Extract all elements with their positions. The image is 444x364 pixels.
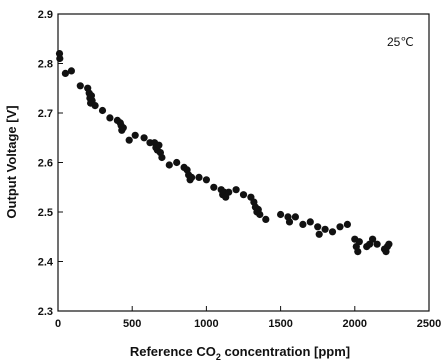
x-tick-label-2: 1000 bbox=[194, 318, 218, 330]
data-point-1 bbox=[56, 54, 64, 63]
x-axis-ticks: 0 500 1000 1500 2000 2500 bbox=[55, 306, 441, 330]
data-point-19 bbox=[125, 136, 133, 144]
data-point-52 bbox=[262, 215, 270, 223]
x-tick-label-0: 0 bbox=[55, 318, 61, 330]
data-point-51 bbox=[256, 210, 264, 219]
data-point-62 bbox=[328, 228, 337, 236]
data-point-11 bbox=[91, 102, 99, 110]
data-point-59 bbox=[314, 223, 322, 231]
y-axis-ticks: 2.3 2.4 2.5 2.6 2.7 2.8 2.9 bbox=[38, 9, 63, 318]
data-point-26 bbox=[155, 141, 163, 149]
data-point-21 bbox=[140, 134, 148, 142]
data-point-35 bbox=[188, 173, 196, 181]
x-axis-label: Reference CO2 concentration [ppm] bbox=[130, 344, 350, 362]
data-point-13 bbox=[106, 114, 114, 122]
y-tick-label-0: 2.3 bbox=[38, 306, 53, 318]
data-point-18 bbox=[119, 124, 127, 132]
data-point-55 bbox=[285, 218, 294, 226]
data-point-44 bbox=[232, 186, 240, 194]
temperature-annotation: 25℃ bbox=[387, 35, 414, 49]
data-point-61 bbox=[321, 225, 329, 233]
data-point-56 bbox=[291, 213, 299, 221]
data-point-43 bbox=[225, 188, 233, 196]
x-tick-label-1: 500 bbox=[123, 318, 141, 330]
data-point-53 bbox=[277, 210, 285, 219]
data-point-30 bbox=[173, 158, 181, 167]
data-point-28 bbox=[158, 153, 166, 162]
y-tick-label-5: 2.8 bbox=[38, 59, 53, 71]
x-tick-label-3: 1500 bbox=[268, 318, 292, 330]
data-point-76 bbox=[385, 240, 393, 248]
data-point-20 bbox=[131, 131, 139, 139]
data-point-60 bbox=[315, 230, 323, 238]
data-point-58 bbox=[306, 218, 314, 226]
x-tick-label-5: 2500 bbox=[417, 318, 441, 330]
x-axis-label-part1: Reference CO bbox=[130, 344, 216, 359]
x-axis-label-part2: concentration [ppm] bbox=[221, 344, 350, 359]
data-point-36 bbox=[195, 173, 203, 181]
data-point-12 bbox=[98, 106, 107, 115]
y-tick-label-2: 2.5 bbox=[38, 207, 53, 219]
data-point-57 bbox=[299, 220, 307, 228]
plot-frame bbox=[57, 13, 430, 312]
data-point-45 bbox=[239, 191, 248, 199]
data-point-68 bbox=[355, 238, 363, 246]
data-point-2 bbox=[61, 69, 69, 77]
data-points bbox=[55, 50, 393, 256]
y-tick-label-1: 2.4 bbox=[38, 257, 54, 269]
data-point-38 bbox=[210, 183, 218, 191]
y-tick-label-6: 2.9 bbox=[38, 9, 53, 21]
x-tick-label-4: 2000 bbox=[343, 318, 367, 330]
y-axis-label: Output Voltage [V] bbox=[4, 105, 19, 218]
data-point-29 bbox=[165, 161, 173, 169]
data-point-37 bbox=[202, 176, 210, 184]
y-tick-label-3: 2.6 bbox=[38, 158, 53, 170]
data-point-71 bbox=[369, 235, 377, 243]
y-tick-label-4: 2.7 bbox=[38, 108, 53, 120]
data-point-72 bbox=[373, 240, 381, 248]
data-point-4 bbox=[76, 82, 84, 90]
x-axis-label-subscript: 2 bbox=[216, 352, 221, 362]
data-point-3 bbox=[67, 67, 75, 75]
data-point-67 bbox=[354, 248, 362, 256]
data-point-64 bbox=[343, 220, 351, 228]
data-point-63 bbox=[336, 223, 344, 231]
